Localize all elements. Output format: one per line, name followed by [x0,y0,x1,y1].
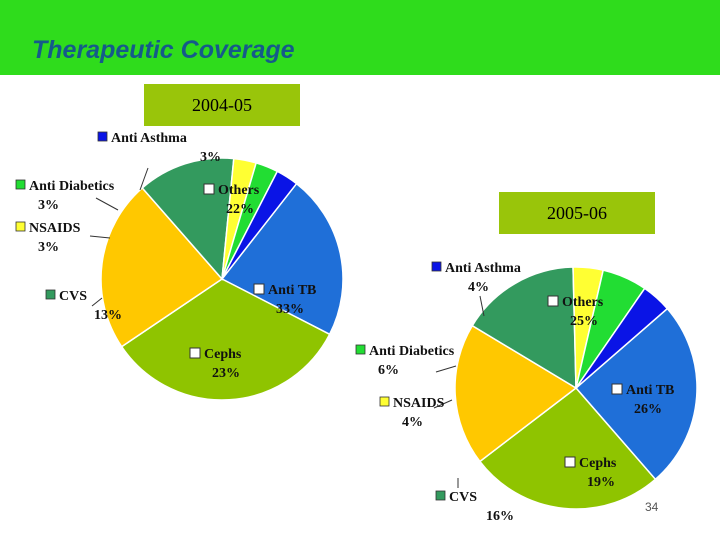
chart-2-slice-cephs [454,324,578,463]
chart-2-legend-swatch-anti-asthma [431,261,442,272]
chart-1-value-anti-tb: 33% [276,302,304,317]
chart-2-label-nsaids: NSAIDS [393,396,445,411]
chart-1-legend-swatch-anti-diabetics [15,179,26,190]
chart-2-slice-anti-tb [478,386,657,510]
chart-1-title: 2004-05 [144,84,300,126]
chart-2-slice-others [574,307,698,481]
chart-2-leader-nsaids [433,399,453,409]
chart-1-leader-anti-diabetics [95,197,119,211]
chart-1-legend-swatch-anti-asthma [97,131,108,142]
chart-1-leader-nsaids [89,235,111,239]
page-title: Therapeutic Coverage [32,36,295,64]
chart-2-label-box-cephs [564,456,576,468]
chart-1-label-anti-diabetics: Anti Diabetics [29,179,115,194]
chart-1-leader-anti-asthma [139,167,149,191]
chart-2-label-cephs: Cephs [579,456,617,471]
chart-1-label-others: Others [218,183,260,198]
chart-1-value-anti-diabetics: 3% [38,198,59,213]
chart-1-label-cvs: CVS [59,289,87,304]
chart-2-label-anti-diabetics: Anti Diabetics [369,344,455,359]
chart-2-value-nsaids: 4% [402,415,423,430]
chart-2-slice-anti-asthma [575,287,669,389]
chart-1-legend-swatch-nsaids [15,221,26,232]
chart-2-legend-swatch-cvs [435,490,446,501]
chart-2-title: 2005-06 [499,192,655,234]
chart-2-label-box-anti-tb [611,383,623,395]
chart-2-leader-anti-asthma [479,295,485,317]
header-bar [0,0,720,75]
chart-1-slice-anti-tb [120,278,331,401]
chart-1-label-anti-tb: Anti TB [268,283,316,298]
chart-1-label-box-anti-tb [253,283,265,295]
chart-1-slice-others [220,182,344,336]
chart-1-value-others: 22% [226,202,254,217]
chart-2-value-anti-diabetics: 6% [378,363,399,378]
chart-1-value-cephs: 23% [212,366,240,381]
chart-1-label-nsaids: NSAIDS [29,221,81,236]
chart-2-label-others: Others [562,295,604,310]
chart-1-value-nsaids: 3% [38,240,59,255]
chart-1-label-cephs: Cephs [204,347,242,362]
chart-2-value-anti-asthma: 4% [468,280,489,295]
chart-2-label-box-others [547,295,559,307]
chart-2-label-cvs: CVS [449,490,477,505]
chart-2-label-anti-asthma: Anti Asthma [445,261,521,276]
chart-1-leader-cvs [91,297,103,307]
chart-1-legend-swatch-cvs [45,289,56,300]
chart-1-slice-anti-asthma [221,170,298,280]
chart-1-label-box-others [203,183,215,195]
chart-2-label-anti-tb: Anti TB [626,383,674,398]
chart-1-label-anti-asthma: Anti Asthma [111,131,187,146]
page-number: 34 [645,500,659,514]
chart-2-value-cvs: 16% [486,509,514,524]
chart-2-value-cephs: 19% [587,475,615,490]
chart-2-leader-anti-diabetics [435,365,457,373]
chart-2-value-anti-tb: 26% [634,402,662,417]
chart-1-value-cvs: 13% [94,308,122,323]
chart-2-legend-swatch-anti-diabetics [355,344,366,355]
chart-1-label-box-cephs [189,347,201,359]
chart-1-slice-cephs [100,186,224,348]
chart-2-legend-swatch-nsaids [379,396,390,407]
chart-2-value-others: 25% [570,314,598,329]
chart-1-value-anti-asthma: 3% [200,150,221,165]
